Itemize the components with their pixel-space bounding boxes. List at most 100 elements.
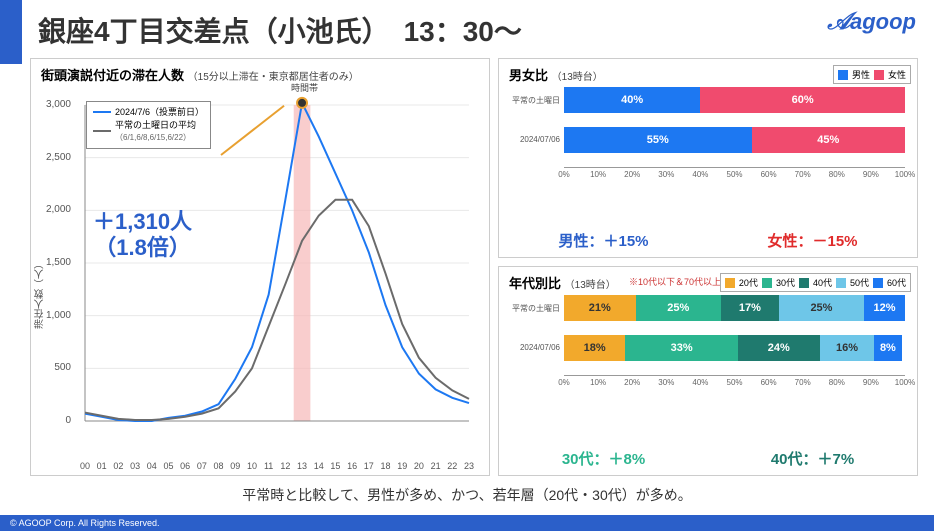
y-tick: 1,000 bbox=[39, 310, 71, 321]
bar-xtick: 50% bbox=[726, 170, 742, 179]
x-band-label: 時間帯 bbox=[291, 81, 318, 94]
legend-swatch bbox=[874, 70, 884, 80]
bar-segment: 45% bbox=[752, 127, 905, 153]
legend-label: 20代 bbox=[739, 276, 758, 289]
summary-item: 40代：＋7% bbox=[771, 448, 854, 469]
callout-line1: ＋1,310人 bbox=[93, 209, 192, 234]
logo: 𝒜agoop bbox=[827, 8, 916, 36]
bar-x-axis: 0%10%20%30%40%50%60%70%80%90%100% bbox=[564, 167, 905, 181]
summary-item: 女性：－15% bbox=[767, 230, 857, 251]
callout-text: ＋1,310人 （1.8倍） bbox=[93, 209, 192, 262]
bar-row: 2024/07/0655%45% bbox=[564, 127, 905, 153]
y-tick: 2,000 bbox=[39, 204, 71, 215]
legend-swatch bbox=[799, 278, 809, 288]
bar-segment: 33% bbox=[625, 335, 738, 361]
bar-xtick: 90% bbox=[863, 170, 879, 179]
y-tick: 3,000 bbox=[39, 99, 71, 110]
age-bars: 平常の土曜日21%25%17%25%12%2024/07/0618%33%24%… bbox=[564, 295, 905, 389]
age-subtitle: （13時台） bbox=[565, 280, 616, 291]
copyright: © AGOOP Corp. All Rights Reserved. bbox=[0, 515, 934, 531]
x-tick: 09 bbox=[227, 461, 243, 471]
bar-segment: 16% bbox=[820, 335, 875, 361]
bar-segment: 25% bbox=[779, 295, 864, 321]
gender-bars: 平常の土曜日40%60%2024/07/0655%45%0%10%20%30%4… bbox=[564, 87, 905, 181]
bar-segment: 8% bbox=[874, 335, 901, 361]
bar-xtick: 10% bbox=[590, 378, 606, 387]
bar-xtick: 10% bbox=[590, 170, 606, 179]
legend-label: 30代 bbox=[776, 276, 795, 289]
x-tick: 15 bbox=[327, 461, 343, 471]
x-tick: 11 bbox=[261, 461, 277, 471]
legend-item: 平常の土曜日の平均（6/1,6/8,6/15,6/22） bbox=[93, 119, 204, 144]
x-tick: 03 bbox=[127, 461, 143, 471]
age-summary: 30代：＋8%40代：＋7% bbox=[499, 448, 917, 469]
bar-segment: 40% bbox=[564, 87, 700, 113]
legend-label: 50代 bbox=[850, 276, 869, 289]
bar-xtick: 90% bbox=[863, 378, 879, 387]
legend-item: 2024/7/6（投票前日） bbox=[93, 106, 204, 119]
bar-segment: 17% bbox=[721, 295, 779, 321]
y-tick: 0 bbox=[39, 415, 71, 426]
bar-row-label: 2024/07/06 bbox=[504, 343, 560, 352]
x-tick: 13 bbox=[294, 461, 310, 471]
x-tick: 04 bbox=[144, 461, 160, 471]
summary-item: 男性：＋15% bbox=[558, 230, 648, 251]
legend-swatch bbox=[836, 278, 846, 288]
x-tick: 05 bbox=[160, 461, 176, 471]
gender-legend: 男性 女性 bbox=[833, 65, 911, 84]
x-tick: 02 bbox=[110, 461, 126, 471]
bar-xtick: 30% bbox=[658, 378, 674, 387]
x-tick: 07 bbox=[194, 461, 210, 471]
x-tick: 19 bbox=[394, 461, 410, 471]
x-tick: 22 bbox=[444, 461, 460, 471]
bar-xtick: 0% bbox=[558, 170, 570, 179]
legend-swatch bbox=[725, 278, 735, 288]
main-grid: 街頭演説付近の滞在人数 （15分以上滞在・東京都居住者のみ） 滞在人数（人） 時… bbox=[30, 58, 918, 476]
legend-swatch bbox=[762, 278, 772, 288]
bar-xtick: 60% bbox=[761, 378, 777, 387]
bar-xtick: 70% bbox=[795, 378, 811, 387]
gender-subtitle: （13時台） bbox=[552, 72, 603, 83]
gender-panel: 男女比 （13時台） 男性女性 平常の土曜日40%60%2024/07/0655… bbox=[498, 58, 918, 258]
legend-label: 男性 bbox=[852, 68, 870, 81]
bar-segment: 60% bbox=[700, 87, 905, 113]
x-tick: 23 bbox=[461, 461, 477, 471]
bar-xtick: 100% bbox=[895, 378, 915, 387]
bar-xtick: 40% bbox=[692, 170, 708, 179]
line-legend: 2024/7/6（投票前日）平常の土曜日の平均（6/1,6/8,6/15,6/2… bbox=[86, 101, 211, 149]
bar-xtick: 60% bbox=[761, 170, 777, 179]
bar-row-label: 2024/07/06 bbox=[504, 135, 560, 144]
bar-segment: 18% bbox=[564, 335, 625, 361]
x-tick: 21 bbox=[428, 461, 444, 471]
callout-line2: （1.8倍） bbox=[94, 235, 191, 260]
line-chart-title: 街頭演説付近の滞在人数 （15分以上滞在・東京都居住者のみ） bbox=[31, 59, 489, 86]
y-tick: 500 bbox=[39, 362, 71, 373]
bar-xtick: 20% bbox=[624, 170, 640, 179]
bar-segment: 55% bbox=[564, 127, 752, 153]
bar-xtick: 50% bbox=[726, 378, 742, 387]
x-tick: 12 bbox=[277, 461, 293, 471]
bar-xtick: 0% bbox=[558, 378, 570, 387]
y-tick: 2,500 bbox=[39, 152, 71, 163]
gender-summary: 男性：＋15% 女性：－15% bbox=[499, 230, 917, 251]
bar-segment: 25% bbox=[636, 295, 721, 321]
bar-xtick: 100% bbox=[895, 170, 915, 179]
line-chart-subtitle: （15分以上滞在・東京都居住者のみ） bbox=[188, 72, 359, 83]
logo-text: agoop bbox=[850, 9, 916, 34]
bar-xtick: 80% bbox=[829, 170, 845, 179]
gender-title-text: 男女比 bbox=[509, 68, 548, 83]
age-panel: 年代別比 （13時台） ※10代以下＆70代以上を除く 20代30代40代50代… bbox=[498, 266, 918, 476]
legend-label: 60代 bbox=[887, 276, 906, 289]
age-legend: 20代30代40代50代60代 bbox=[720, 273, 911, 292]
x-tick: 00 bbox=[77, 461, 93, 471]
x-tick: 10 bbox=[244, 461, 260, 471]
bar-x-axis: 0%10%20%30%40%50%60%70%80%90%100% bbox=[564, 375, 905, 389]
x-tick: 16 bbox=[344, 461, 360, 471]
bar-xtick: 40% bbox=[692, 378, 708, 387]
bar-segment: 12% bbox=[864, 295, 905, 321]
bar-xtick: 20% bbox=[624, 378, 640, 387]
legend-label: 女性 bbox=[888, 68, 906, 81]
logo-icon: 𝒜 bbox=[827, 8, 850, 35]
footer-note: 平常時と比較して、男性が多め、かつ、若年層（20代・30代）が多め。 bbox=[0, 485, 934, 505]
bar-xtick: 80% bbox=[829, 378, 845, 387]
